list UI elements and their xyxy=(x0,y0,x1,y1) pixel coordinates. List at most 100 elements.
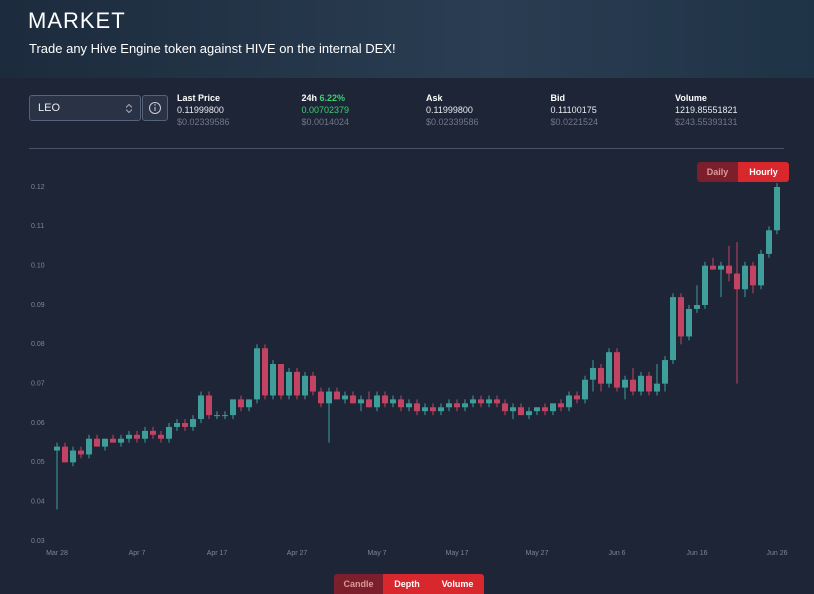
candle-body xyxy=(622,379,628,388)
stat-label-text: Ask xyxy=(426,93,443,103)
candle-body xyxy=(398,399,404,408)
stat-label-text: 24h xyxy=(301,93,318,103)
candle-body xyxy=(566,395,572,408)
candle-body xyxy=(414,403,420,412)
stat: 24h 6.22% 0.00702379 $0.0014024 xyxy=(302,92,350,128)
stat-sub-value: $0.0221524 xyxy=(550,117,599,127)
candle-body xyxy=(558,403,564,408)
y-tick-label: 0.04 xyxy=(31,499,45,506)
page-title: MARKET xyxy=(28,8,126,33)
candle-body xyxy=(206,395,212,416)
stat-change: 6.22% xyxy=(319,93,346,103)
candle-body xyxy=(502,403,508,412)
candle-body xyxy=(158,434,164,439)
candle-body xyxy=(166,426,172,439)
candle-body xyxy=(518,407,524,416)
stat-label: Volume xyxy=(675,92,738,104)
stat-label: Ask xyxy=(426,92,479,104)
stat-label-text: Volume xyxy=(675,93,707,103)
view-button[interactable]: Volume xyxy=(431,574,484,594)
candle-body xyxy=(134,434,140,439)
candle-body xyxy=(590,367,596,380)
candle-body xyxy=(78,450,84,455)
stat: Bid 0.11100175 $0.0221524 xyxy=(551,92,599,128)
x-tick-label: Apr 27 xyxy=(287,550,308,557)
candle-body xyxy=(462,403,468,408)
candle-body xyxy=(214,415,220,417)
select-arrows xyxy=(126,104,132,113)
period-button[interactable]: Daily xyxy=(697,162,738,182)
x-tick-label: Apr 17 xyxy=(207,550,228,557)
candle-body xyxy=(750,265,756,286)
candle-body xyxy=(582,379,588,400)
x-tick-label: May 17 xyxy=(446,550,469,557)
y-tick-label: 0.11 xyxy=(31,223,44,230)
period-button[interactable]: Hourly xyxy=(738,162,789,182)
x-tick-label: May 27 xyxy=(526,550,549,557)
view-button[interactable]: Depth xyxy=(383,574,431,594)
candle-body xyxy=(302,375,308,396)
candle-body xyxy=(702,265,708,305)
candle-body xyxy=(294,371,300,396)
candle-body xyxy=(278,364,284,396)
candle-body xyxy=(374,395,380,408)
candle-body xyxy=(182,423,188,427)
candle-body xyxy=(542,407,548,412)
stat-sub-value: $243.55393131 xyxy=(675,117,738,127)
candle-body xyxy=(550,403,556,412)
stat-sub-value: $0.02339586 xyxy=(426,117,479,127)
candle-body xyxy=(286,371,292,396)
stat: Ask 0.11999800 $0.02339586 xyxy=(426,92,479,128)
candle-body xyxy=(406,403,412,408)
candle-body xyxy=(70,450,76,463)
candle-body xyxy=(446,403,452,408)
candle-body xyxy=(126,434,132,439)
x-tick-label: Apr 7 xyxy=(129,550,146,557)
candle-body xyxy=(270,364,276,396)
candle-body xyxy=(254,348,260,400)
candle-body xyxy=(726,265,732,274)
stat-label-text: Last Price xyxy=(177,93,221,103)
candle-body xyxy=(102,438,108,447)
stat-value: 0.00702379 xyxy=(301,105,350,115)
x-tick-label: Jun 16 xyxy=(686,550,707,557)
candle-body xyxy=(494,399,500,404)
page-subtitle: Trade any Hive Engine token against HIVE… xyxy=(29,41,396,56)
candle-body xyxy=(110,438,116,443)
candle-body xyxy=(638,375,644,392)
y-tick-label: 0.06 xyxy=(31,420,45,427)
x-tick-label: Jun 6 xyxy=(608,550,625,557)
candle-body xyxy=(358,399,364,404)
token-name: LEO xyxy=(38,102,61,114)
candle-body xyxy=(342,395,348,400)
candle-body xyxy=(486,399,492,404)
stat-label: Bid xyxy=(551,92,599,104)
candle-body xyxy=(574,395,580,400)
view-button[interactable]: Candle xyxy=(334,574,383,594)
candle-body xyxy=(454,403,460,408)
candle-body xyxy=(510,407,516,412)
candle-body xyxy=(430,407,436,412)
candle-body xyxy=(246,399,252,408)
candle-body xyxy=(598,367,604,384)
candle-body xyxy=(366,399,372,408)
candle-body xyxy=(710,265,716,270)
candle-body xyxy=(190,419,196,427)
stat: Last Price 0.11999800 $0.02339586 xyxy=(177,92,230,128)
candle-body xyxy=(694,305,700,309)
stat-label-text: Bid xyxy=(550,93,566,103)
divider xyxy=(29,148,784,149)
stat-value: 1219.85551821 xyxy=(675,105,738,115)
y-tick-label: 0.12 xyxy=(31,184,45,191)
candle-body xyxy=(382,395,388,404)
candle-body xyxy=(230,399,236,416)
candle-body xyxy=(630,379,636,392)
candle-body xyxy=(662,360,668,384)
stat-value: 0.11999800 xyxy=(426,105,473,115)
stat-value: 0.11100175 xyxy=(550,105,597,115)
candle-body xyxy=(262,348,268,396)
x-tick-label: Mar 28 xyxy=(46,550,68,557)
token-select[interactable]: LEO xyxy=(29,95,141,121)
info-button[interactable] xyxy=(142,95,168,121)
